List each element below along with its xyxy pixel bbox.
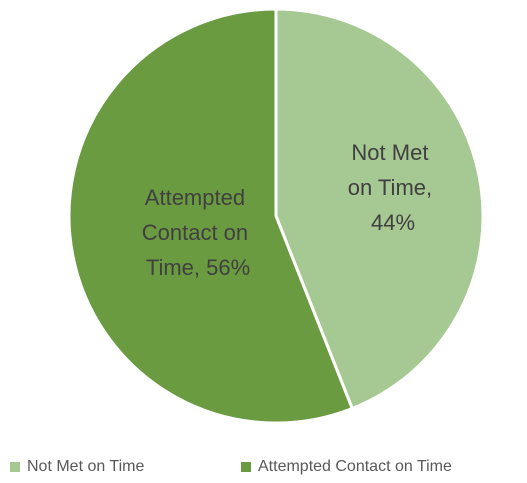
data-labels: Not Met on Time, 44% Attempted Contact on… [142,140,439,280]
data-label: Not Met on Time, 44% [348,140,438,235]
pie-slice [67,7,354,425]
legend-label: Not Met on Time [27,458,144,475]
pie [67,7,485,425]
data-label: Attempted Contact on Time, 56% [142,185,255,280]
legend: Not Met on Time Attempted Contact on Time [10,458,452,475]
pie-slice [274,7,485,410]
legend-swatch [241,462,251,472]
legend-swatch [10,462,20,472]
legend-label: Attempted Contact on Time [258,458,452,475]
